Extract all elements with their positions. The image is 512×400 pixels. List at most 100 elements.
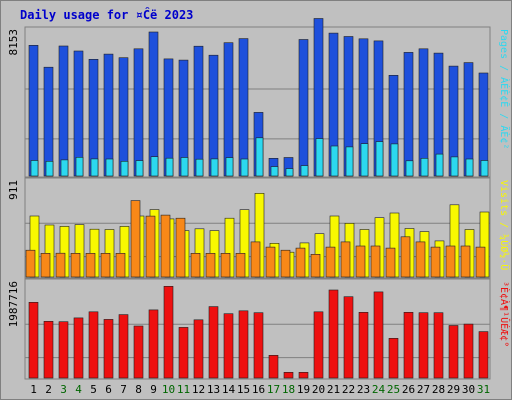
series-sites [25,200,486,278]
bar-sites [70,253,81,278]
bar-bandwidth [463,323,474,379]
bar-sites [115,253,126,278]
x-tick-label: 8 [135,383,142,396]
bar-hits [58,45,69,177]
bar-bandwidth [328,289,339,379]
x-tick-label: 23 [357,383,370,396]
bar-bandwidth [268,354,279,379]
bar-sites [475,246,486,278]
bar-pages [120,161,129,177]
x-tick-label: 1 [30,383,37,396]
bar-sites [130,200,141,278]
bar-pages [345,146,354,177]
bar-hits [43,66,54,177]
bar-sites [415,241,426,278]
bar-sites [430,246,441,278]
bar-sites [175,217,186,278]
bar-sites [220,253,231,278]
bar-sites [190,253,201,278]
bar-pages [30,160,39,177]
bar-bandwidth [403,311,414,379]
bar-pages [60,159,69,177]
bar-bandwidth [298,371,309,379]
y-max-label-bandwidth: 1987716 [7,281,20,327]
bar-pages [480,160,489,177]
bar-pages [360,143,369,177]
bar-sites [205,253,216,278]
right-label-pages_hits: Pages / ÀÉÈ¢Ê / ÃÈ¢² [498,29,511,149]
bar-sites [445,245,456,278]
bar-pages [435,153,444,177]
bar-pages [420,158,429,177]
x-tick-label: 30 [462,383,475,396]
x-tick-label: 29 [447,383,460,396]
bar-sites [295,247,306,278]
bar-sites [370,245,381,278]
bar-pages [165,157,174,177]
bar-pages [240,158,249,177]
bar-sites [85,253,96,278]
bar-bandwidth [118,314,129,379]
bar-pages [270,166,279,177]
bar-bandwidth [28,301,39,379]
bar-pages [315,138,324,177]
bar-pages [150,156,159,177]
x-tick-label: 17 [267,383,280,396]
bar-hits [88,58,99,177]
y-max-label-visits: 911 [7,180,20,200]
bar-bandwidth [43,320,54,379]
x-tick-label: 6 [105,383,112,396]
x-tick-label: 2 [45,383,52,396]
bar-sites [160,214,171,278]
x-tick-label: 25 [387,383,400,396]
bar-sites [145,215,156,278]
bar-pages [450,156,459,177]
series-hits [28,18,489,177]
bar-sites [235,253,246,278]
bar-bandwidth [433,312,444,379]
bar-sites [55,252,66,278]
bar-pages [375,141,384,177]
bar-hits [298,39,309,177]
x-tick-label: 5 [90,383,97,396]
x-tick-label: 27 [417,383,430,396]
bar-sites [100,253,111,278]
bar-bandwidth [388,337,399,379]
bar-pages [225,157,234,177]
bar-sites [280,249,291,278]
bar-pages [105,158,114,177]
x-tick-label: 13 [207,383,220,396]
bar-pages [180,157,189,177]
chart-title: Daily usage for ¤Ĉë 2023 [20,7,193,22]
x-tick-label: 3 [60,383,67,396]
x-tick-label: 15 [237,383,250,396]
x-tick-label: 19 [297,383,310,396]
bar-sites [325,246,336,278]
x-tick-label: 21 [327,383,340,396]
bar-bandwidth [253,312,264,379]
series-bandwidth [28,285,489,379]
right-label-visits: Visits / ¼ÚØ½·Ü [498,180,511,270]
bar-bandwidth [208,306,219,379]
panel-pages_hits: 8153 Pages / ÀÉÈ¢Ê / ÃÈ¢² [7,18,511,178]
x-tick-label: 4 [75,383,82,396]
x-tick-label: 22 [342,383,355,396]
x-tick-label: 14 [222,383,236,396]
x-tick-label: 20 [312,383,325,396]
bar-hits [403,52,414,177]
bar-bandwidth [133,325,144,379]
bar-pages [195,158,204,177]
bar-hits [238,38,249,177]
bar-bandwidth [283,371,294,379]
bar-hits [133,48,144,177]
bar-hits [103,53,114,177]
x-tick-label: 9 [150,383,157,396]
x-tick-label: 10 [162,383,175,396]
bar-bandwidth [88,311,99,379]
bar-sites [265,246,276,278]
bar-bandwidth [178,327,189,379]
bar-hits [208,54,219,177]
bar-sites [250,241,261,278]
bar-bandwidth [418,312,429,379]
